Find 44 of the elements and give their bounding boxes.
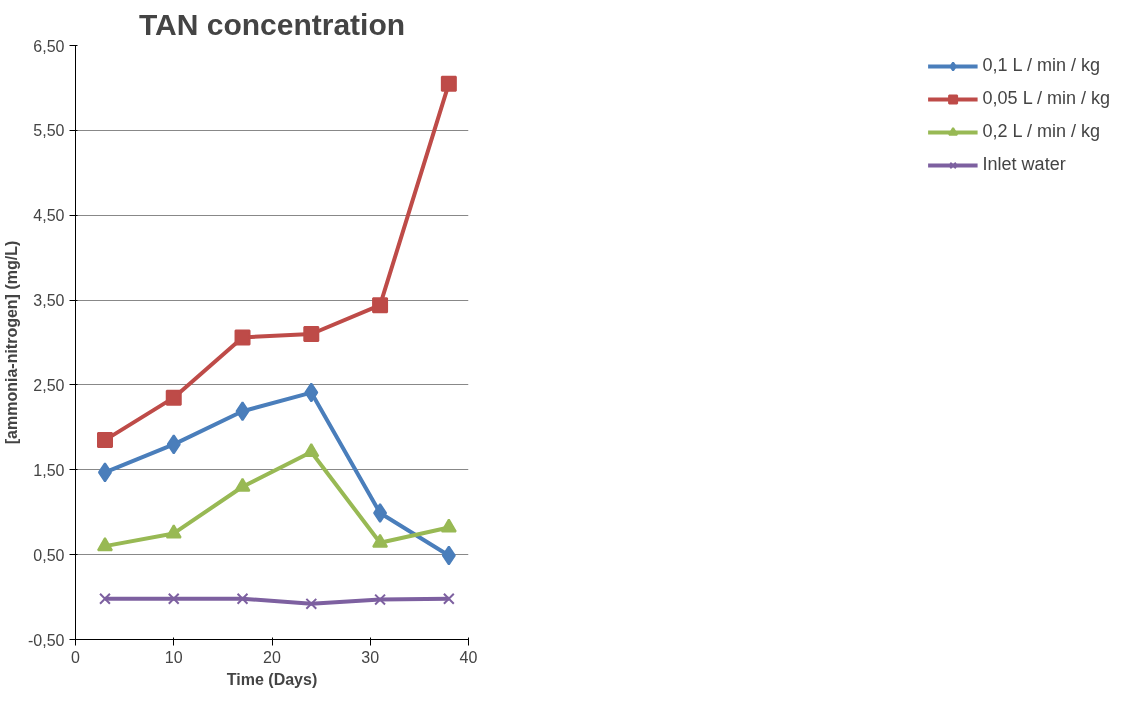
x-tick-label: 40 [459, 648, 478, 666]
point [166, 434, 181, 455]
x-tick-label: 20 [263, 648, 281, 666]
legend-label: 0,1 L / min / kg [982, 55, 1100, 76]
point [440, 75, 457, 92]
y-tick-label: 4,50 [33, 207, 65, 225]
point [165, 524, 182, 539]
x-tick-label: 10 [164, 648, 183, 666]
point [234, 477, 251, 492]
y-tick-label: -0,50 [28, 631, 65, 649]
point [304, 382, 319, 403]
point [99, 592, 111, 605]
point [440, 518, 457, 533]
legend-label: Inlet water [982, 154, 1066, 175]
point [305, 597, 318, 610]
chart-title: TAN concentration [138, 7, 406, 41]
point [235, 401, 250, 422]
point [372, 533, 389, 548]
point [442, 592, 455, 605]
x-tick-label: 30 [361, 648, 380, 666]
point [374, 593, 387, 606]
y-tick-label: 1,50 [33, 461, 65, 479]
point [167, 592, 180, 605]
point [236, 592, 249, 605]
y-tick-label: 6,50 [33, 37, 65, 55]
y-tick-label: 5,50 [33, 122, 65, 140]
point [96, 432, 113, 449]
legend-label: 0,2 L / min / kg [982, 121, 1100, 142]
y-tick-label: 3,50 [33, 292, 65, 310]
point [441, 545, 456, 566]
x-tick-label: 0 [71, 648, 81, 666]
point [303, 442, 320, 458]
point [234, 329, 251, 346]
point [97, 462, 112, 483]
y-axis-title: [ammonia-nitrogen] (mg/L) [3, 240, 21, 445]
point [96, 537, 113, 552]
y-tick-label: 0,50 [33, 546, 65, 564]
point [372, 297, 389, 314]
legend-label: 0,05 L / min / kg [982, 88, 1110, 109]
point [373, 503, 388, 524]
point [165, 389, 182, 406]
point [303, 326, 320, 343]
x-axis-title: Time (Days) [226, 670, 318, 688]
y-tick-label: 2,50 [33, 376, 65, 394]
